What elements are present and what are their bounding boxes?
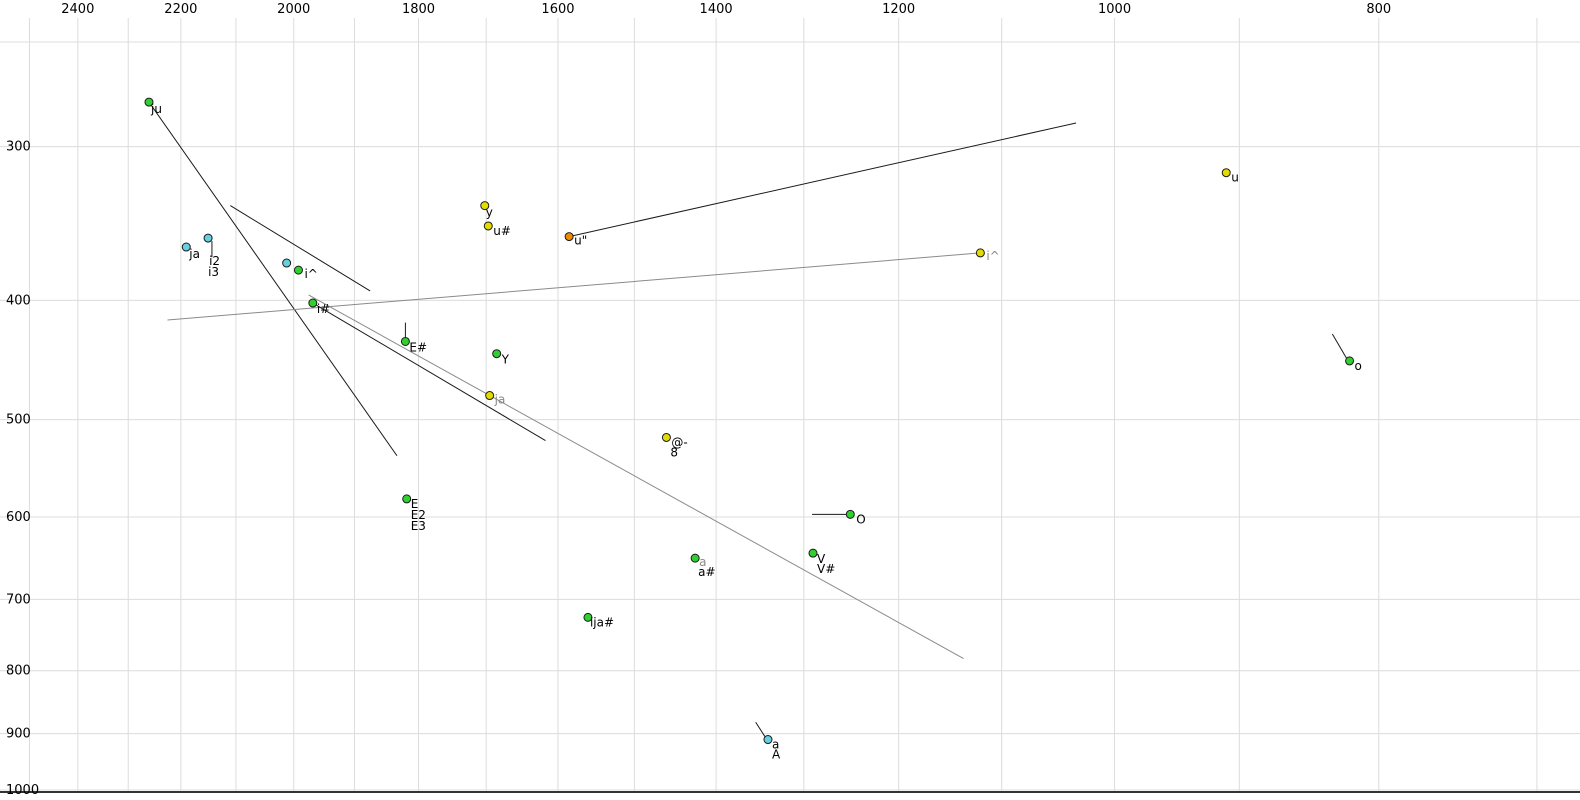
vowel-point-Y[interactable] (492, 349, 502, 359)
vowel-point-label: i3 (208, 265, 219, 279)
vowel-point-E#[interactable] (400, 336, 410, 346)
x-tick-label: 1600 (541, 2, 574, 17)
vowel-point-label: Y (501, 353, 510, 367)
y-tick-label: 600 (6, 510, 31, 525)
vowel-point-label: ija# (590, 615, 614, 629)
x-tick-label: 2000 (277, 2, 310, 17)
vowel-point-label: u" (574, 234, 587, 248)
x-tick-label: 800 (1366, 2, 1391, 17)
trajectory-line (308, 294, 964, 659)
vowel-point-label: a (699, 555, 706, 569)
trajectory-line (1331, 333, 1348, 359)
x-tick-label: 1200 (882, 2, 915, 17)
vowel-point-y[interactable] (480, 201, 490, 211)
vowel-point-label: y (486, 206, 493, 220)
y-tick-label: 400 (6, 293, 31, 308)
y-tick-label: 500 (6, 413, 31, 428)
trajectory-line (167, 252, 981, 321)
vowel-point-label: @- (671, 435, 687, 449)
vowel-point-i^-back[interactable] (975, 248, 985, 258)
vowel-point-V[interactable] (808, 548, 818, 558)
vowel-point-label: E2 (411, 508, 426, 522)
vowel-point-label: u (1231, 171, 1239, 185)
vowel-point-i2[interactable] (203, 233, 213, 243)
vowel-point-@-[interactable] (661, 432, 671, 442)
x-tick-label: 1000 (1098, 2, 1131, 17)
vowel-point-i^[interactable] (293, 265, 303, 275)
vowel-point-label: O (856, 512, 865, 526)
vowel-point-label: i^ (304, 267, 317, 281)
vowel-point-e[interactable] (282, 258, 292, 268)
x-tick-label: 2400 (61, 2, 94, 17)
vowel-point-label: ja (188, 247, 200, 261)
x-tick-label: 2200 (164, 2, 197, 17)
vowel-point-u"[interactable] (564, 232, 574, 242)
vowel-point-label: A (772, 748, 781, 762)
vowel-point-ija#[interactable] (583, 612, 593, 622)
vowel-point-a#[interactable] (690, 553, 700, 563)
vowel-point-ja-front[interactable] (181, 242, 191, 252)
vowel-point-label: u# (493, 224, 511, 238)
vowel-point-E[interactable] (402, 494, 412, 504)
y-tick-label: 900 (6, 727, 31, 742)
vowel-point-label: E3 (411, 519, 426, 533)
vowel-point-label: ju (150, 102, 162, 116)
vowel-point-i#[interactable] (308, 298, 318, 308)
vowel-point-label: o (1355, 359, 1362, 373)
trajectory-line (312, 302, 546, 441)
vowel-point-label: V# (817, 562, 835, 576)
vowel-point-o[interactable] (1345, 356, 1355, 366)
trajectory-line (755, 721, 766, 738)
vowel-point-label: i2 (209, 254, 220, 268)
y-tick-label: 300 (6, 140, 31, 155)
vowel-point-label: V (817, 552, 826, 566)
trajectory-line (569, 122, 1077, 238)
vowel-point-ju[interactable] (144, 97, 154, 107)
vowel-point-u[interactable] (1221, 168, 1231, 178)
vowel-point-u#[interactable] (483, 221, 493, 231)
x-tick-label: 1800 (402, 2, 435, 17)
y-tick-label: 1000 (6, 783, 39, 798)
vowel-point-label: i# (317, 302, 330, 316)
x-tick-label: 1400 (700, 2, 733, 17)
vowel-point-label: a (772, 738, 779, 752)
y-tick-label: 700 (6, 592, 31, 607)
vowel-point-label: a# (698, 565, 715, 579)
vowel-point-O[interactable] (845, 509, 855, 519)
trajectory-line (230, 205, 371, 292)
vowel-point-label: E (411, 497, 419, 511)
vowel-point-ja-mid[interactable] (485, 391, 495, 401)
vowel-point-a-low[interactable] (763, 735, 773, 745)
trajectory-line (148, 101, 398, 457)
vowel-point-label: E# (409, 340, 427, 354)
y-tick-label: 800 (6, 664, 31, 679)
vowel-point-label: i^ (986, 249, 999, 263)
vowel-point-label: 8 (670, 445, 678, 459)
vowel-point-label: ja (494, 393, 506, 407)
